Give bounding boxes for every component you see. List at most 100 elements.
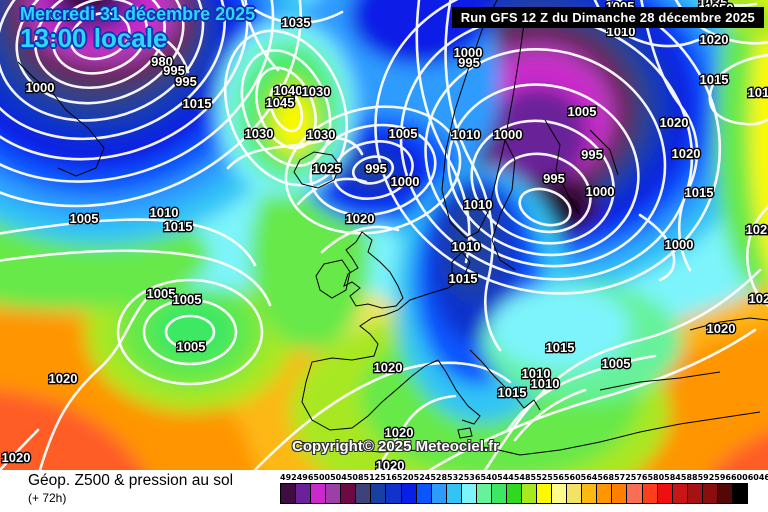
pressure-label: 995	[458, 55, 480, 70]
legend-value: 492	[280, 473, 297, 482]
legend-cell	[656, 484, 672, 503]
legend-value: 572	[614, 473, 631, 482]
legend-values: 492 496 500 504 508 512 516 520 524 528 532 536 540 5…	[280, 473, 768, 482]
pressure-label: 1020	[49, 371, 78, 386]
legend-value: 552	[530, 473, 548, 482]
pressure-label: 1015	[685, 185, 714, 200]
legend-cell	[626, 484, 642, 503]
pressure-label: 1020	[2, 450, 31, 465]
legend-cell	[521, 484, 537, 503]
pressure-label: 1000	[494, 127, 523, 142]
legend-cell	[505, 484, 521, 503]
legend-value: 600	[730, 473, 748, 482]
pressure-label: 1025	[313, 161, 342, 176]
legend-value: 528	[430, 473, 448, 482]
pressure-label: 1005	[602, 356, 631, 371]
legend-value: 532	[447, 473, 464, 482]
legend-value: 556	[547, 473, 564, 482]
pressure-label: 1010	[531, 376, 560, 391]
legend-cell	[385, 484, 401, 503]
pressure-label: 1020	[672, 146, 701, 161]
pressure-label: 1040	[274, 83, 303, 98]
legend-value: 496	[296, 473, 314, 482]
pressure-label: 1005	[568, 104, 597, 119]
legend-cell	[686, 484, 702, 503]
legend-cell	[611, 484, 627, 503]
pressure-label: 1015	[449, 271, 478, 286]
pressure-label: 1005	[147, 286, 176, 301]
legend-cell	[310, 484, 326, 503]
pressure-label: 995	[543, 171, 565, 186]
legend-cell	[460, 484, 476, 503]
legend-value: 592	[697, 473, 715, 482]
legend-cell	[641, 484, 657, 503]
legend-value: 520	[396, 473, 414, 482]
pressure-label: 1015	[700, 72, 729, 87]
pressure-label: 1035	[282, 15, 311, 30]
pressure-label: 1000	[665, 237, 694, 252]
pressure-label: 1020	[385, 425, 414, 440]
pressure-label: 1035	[699, 0, 728, 10]
pressure-label: 995	[365, 161, 387, 176]
pressure-label: 1000	[26, 80, 55, 95]
pressure-label: 1045	[266, 95, 295, 110]
legend-cell	[370, 484, 386, 503]
legend-cell	[281, 484, 296, 503]
legend-cell	[536, 484, 552, 503]
legend-value: 512	[363, 473, 381, 482]
footer-title-block: Géop. Z500 & pression au sol (+ 72h)	[28, 472, 233, 505]
pressure-label: 1030	[245, 126, 274, 141]
pressure-label: 1015	[498, 385, 527, 400]
legend-cell	[490, 484, 506, 503]
legend-cell	[475, 484, 491, 503]
legend-cell	[430, 484, 446, 503]
pressure-label: 1010	[150, 205, 179, 220]
pressure-label: 1010	[452, 239, 481, 254]
coastlines	[17, 0, 768, 456]
pressure-label: 1030	[302, 84, 331, 99]
legend-value: 568	[597, 473, 615, 482]
legend-value: 548	[513, 473, 531, 482]
legend-cell	[400, 484, 416, 503]
legend-bar	[280, 483, 748, 504]
legend-cell	[340, 484, 356, 503]
color-scale-legend: 492 496 500 504 508 512 516 520 524 528 532 536 540 5…	[280, 473, 768, 504]
legend-value: 588	[680, 473, 698, 482]
model-run-info: Run GFS 12 Z du Dimanche 28 décembre 202…	[451, 7, 764, 28]
pressure-label: 1010	[522, 366, 551, 381]
legend-cell	[355, 484, 371, 503]
legend-cell	[445, 484, 461, 503]
pressure-label: 1020	[700, 32, 729, 47]
pressure-label: 1020	[374, 360, 403, 375]
legend-value: 604	[747, 473, 765, 482]
legend-value: 540	[480, 473, 498, 482]
z500-color-field	[0, 0, 768, 470]
pressure-label: 1005	[177, 339, 206, 354]
pressure-label: 1015	[748, 85, 768, 100]
map-area: 1005 1000 980 995 995 1015 1005 1010 1015 1035 104…	[0, 0, 768, 470]
legend-value: 536	[463, 473, 481, 482]
pressure-label: 1010	[464, 197, 493, 212]
map-title: Géop. Z500 & pression au sol	[28, 472, 234, 489]
legend-value: 544	[497, 473, 514, 482]
footer-bar: Géop. Z500 & pression au sol (+ 72h) 492…	[0, 470, 768, 512]
legend-cell	[566, 484, 582, 503]
pressure-label: 1030	[307, 127, 336, 142]
pressure-label: 980	[151, 54, 173, 69]
pressure-label: 1005	[70, 211, 99, 226]
pressure-label: 1020	[749, 291, 768, 306]
pressure-label: 1005	[43, 8, 72, 23]
pressure-label: 1000	[391, 174, 420, 189]
legend-value: 500	[313, 473, 331, 482]
legend-cell	[415, 484, 431, 503]
legend-value: 608	[764, 473, 768, 482]
legend-cell	[596, 484, 612, 503]
pressure-label: 1020	[376, 458, 405, 470]
copyright-text: Copyright© 2025 Meteociel.fr	[292, 438, 499, 455]
pressure-label: 995	[163, 63, 185, 78]
forecast-offset: (+ 72h)	[28, 491, 67, 505]
legend-value: 580	[647, 473, 665, 482]
legend-value: 508	[346, 473, 364, 482]
